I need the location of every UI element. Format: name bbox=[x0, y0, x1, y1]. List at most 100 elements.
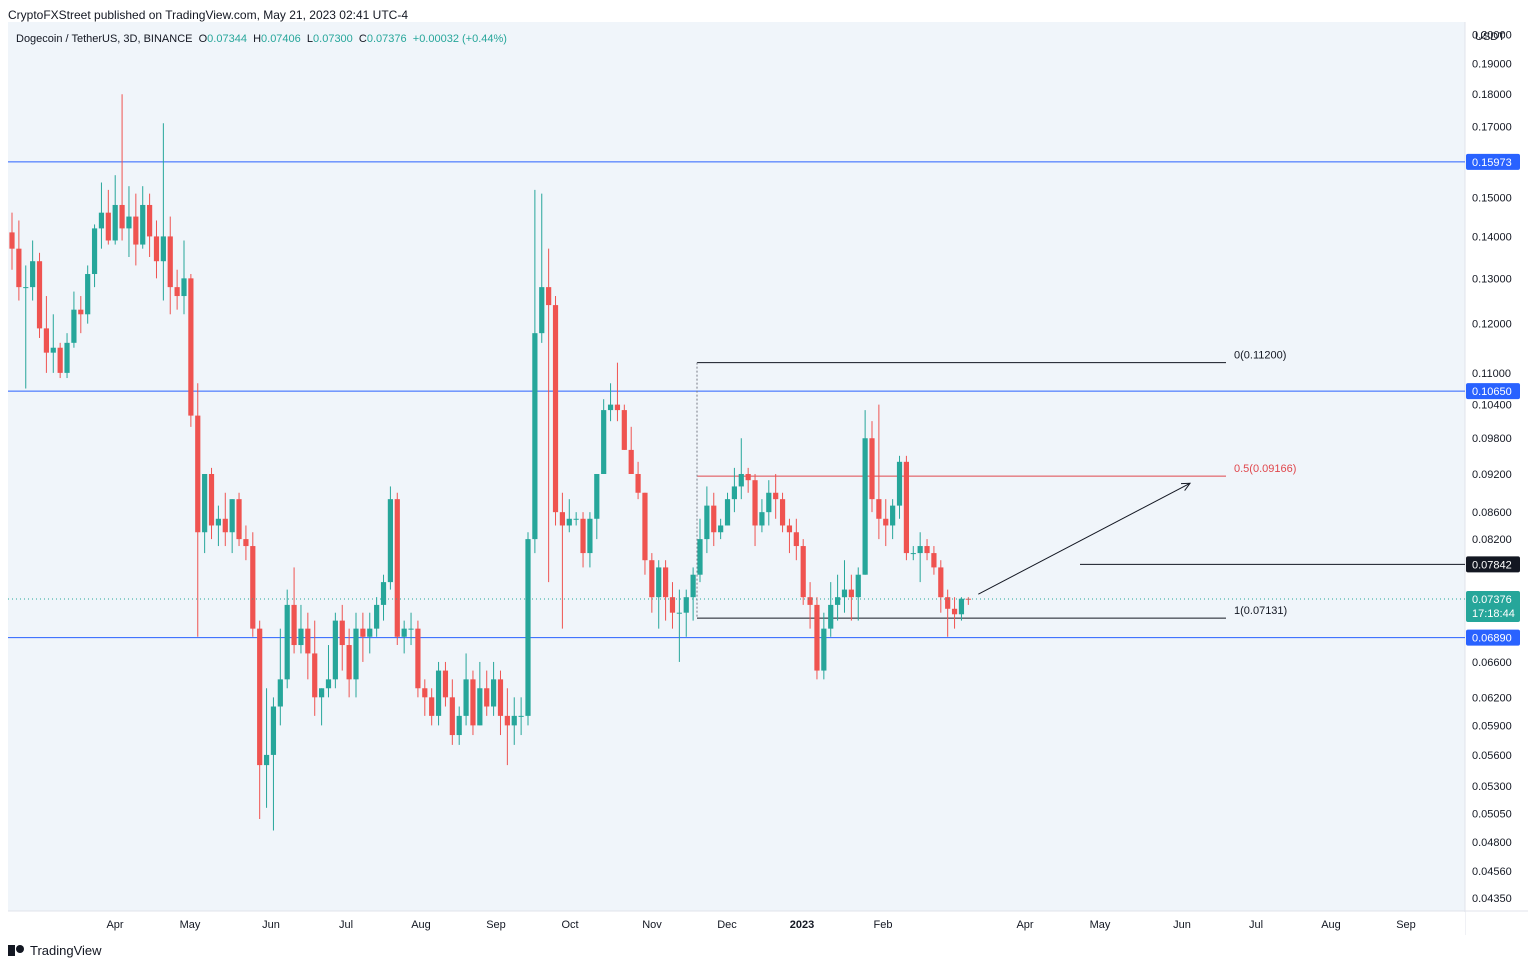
candle-body bbox=[401, 628, 407, 637]
price-tick-label: 0.06200 bbox=[1472, 692, 1512, 704]
candle-body bbox=[422, 688, 428, 698]
price-tick-label: 0.17000 bbox=[1472, 122, 1512, 134]
candle-body bbox=[23, 287, 29, 289]
projection-arrow-line bbox=[978, 482, 1191, 595]
low-label: L bbox=[306, 33, 314, 45]
candle-body bbox=[607, 404, 614, 411]
candle-body bbox=[635, 473, 641, 493]
price-tick-label: 0.12000 bbox=[1472, 319, 1512, 331]
candle-body bbox=[36, 261, 43, 329]
price-tick-label: 0.20000 bbox=[1472, 30, 1512, 42]
candle-body bbox=[449, 697, 455, 736]
support-resistance-levels: 0.15973 0.10650 0.06890 0.07842 bbox=[8, 153, 1520, 646]
candle-body bbox=[910, 553, 916, 555]
candle-body bbox=[463, 679, 469, 716]
candle-body bbox=[511, 715, 517, 726]
candle-body bbox=[477, 688, 483, 726]
candle-body bbox=[697, 539, 703, 575]
time-tick-label: Apr bbox=[106, 919, 123, 931]
candle-body bbox=[931, 553, 937, 568]
fib-retracement[interactable]: 0(0.11200) 0.5(0.09166) 1(0.07131) bbox=[696, 350, 1296, 619]
candle-body bbox=[181, 278, 187, 297]
price-tick-label: 0.05050 bbox=[1472, 808, 1512, 820]
candle-body bbox=[642, 492, 648, 561]
candle-body bbox=[78, 309, 84, 315]
price-tick-label: 0.04560 bbox=[1472, 866, 1512, 878]
candle-body bbox=[773, 492, 779, 500]
candle-body bbox=[30, 261, 36, 288]
price-tick-label: 0.08600 bbox=[1472, 507, 1512, 519]
candle-body bbox=[663, 567, 669, 598]
time-tick-label: Oct bbox=[561, 919, 578, 931]
price-tick-label: 0.04800 bbox=[1472, 837, 1512, 849]
price-tick-label: 0.05900 bbox=[1472, 720, 1512, 732]
candle-body bbox=[876, 499, 882, 519]
fib-level-label: 0.5(0.09166) bbox=[1234, 463, 1296, 475]
candle-body bbox=[319, 688, 325, 698]
candle-body bbox=[291, 604, 297, 646]
brand-name: TradingView bbox=[30, 943, 102, 958]
time-tick-label: May bbox=[180, 919, 201, 931]
projection-arrow-head bbox=[1180, 482, 1192, 491]
candle-body bbox=[339, 620, 345, 646]
price-tick-label: 0.05300 bbox=[1472, 781, 1512, 793]
open-label: O bbox=[198, 33, 208, 45]
candle-body bbox=[532, 333, 538, 540]
candle-body bbox=[236, 499, 242, 540]
candle-body bbox=[112, 204, 118, 241]
candle-body bbox=[821, 628, 827, 671]
candle-body bbox=[855, 574, 861, 598]
price-axis-background bbox=[1465, 22, 1528, 911]
level-price-label: 0.15973 bbox=[1472, 157, 1512, 169]
candle-body bbox=[917, 546, 923, 554]
candle-body bbox=[119, 204, 125, 229]
candle-body bbox=[208, 473, 215, 526]
candle-body bbox=[456, 715, 462, 736]
candle-body bbox=[628, 449, 634, 474]
candle-body bbox=[380, 582, 387, 605]
candle-body bbox=[394, 499, 400, 637]
tradingview-logo-icon bbox=[8, 945, 24, 956]
candle-body bbox=[752, 480, 758, 526]
candle-body bbox=[669, 597, 676, 613]
candle-body bbox=[71, 309, 77, 343]
time-tick-label: May bbox=[1090, 919, 1111, 931]
candle-body bbox=[951, 608, 958, 615]
price-tick-label: 0.19000 bbox=[1472, 59, 1512, 71]
candle-body bbox=[312, 653, 318, 698]
candle-body bbox=[277, 679, 283, 707]
price-tick-label: 0.05600 bbox=[1472, 750, 1512, 762]
candle-body bbox=[793, 532, 799, 547]
candle-body bbox=[484, 688, 490, 707]
candle-body bbox=[346, 645, 352, 680]
candle-body bbox=[601, 410, 607, 474]
price-tick-label: 0.14000 bbox=[1472, 231, 1512, 243]
candle-body bbox=[147, 204, 153, 237]
candle-body bbox=[539, 287, 545, 334]
time-tick-label: Sep bbox=[1396, 919, 1416, 931]
candle-body bbox=[360, 628, 366, 637]
level-price-tag bbox=[1466, 629, 1520, 646]
time-tick-label: Jul bbox=[1249, 919, 1263, 931]
price-tick-label: 0.15000 bbox=[1472, 192, 1512, 204]
resistance-price-tag bbox=[1466, 556, 1520, 573]
price-tick-label: 0.10400 bbox=[1472, 400, 1512, 412]
resistance-price-label: 0.07842 bbox=[1472, 559, 1512, 571]
candle-body bbox=[415, 628, 421, 689]
candle-body bbox=[580, 518, 586, 554]
candle-body bbox=[518, 715, 524, 717]
price-tick-label: 0.13000 bbox=[1472, 273, 1512, 285]
candle-body bbox=[869, 438, 875, 500]
candle-body bbox=[257, 628, 263, 766]
candle-body bbox=[16, 248, 22, 288]
price-tick-label: 0.09200 bbox=[1472, 469, 1512, 481]
time-tick-label: Jul bbox=[339, 919, 353, 931]
candle-body bbox=[250, 546, 256, 629]
candle-body bbox=[387, 499, 393, 583]
tradingview-brand[interactable]: TradingView bbox=[8, 943, 102, 958]
price-axis-ticks: 0.20000 0.19000 0.18000 0.17000 0.15000 0.140… bbox=[1472, 30, 1512, 905]
candle-body bbox=[270, 706, 277, 755]
candle-body bbox=[835, 597, 841, 605]
candle-body bbox=[814, 604, 820, 671]
